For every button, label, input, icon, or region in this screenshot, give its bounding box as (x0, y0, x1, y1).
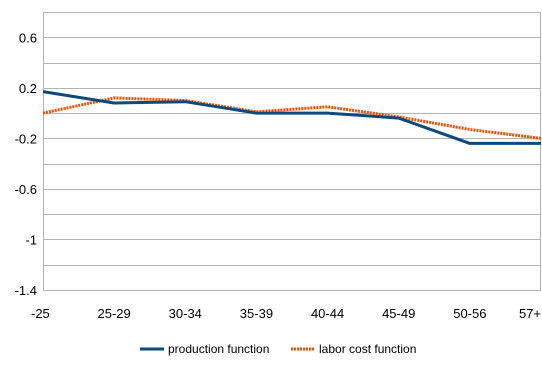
x-tick-label: -25 (31, 306, 50, 321)
x-axis-tick-labels: -25 25-29 30-34 35-39 40-44 45-49 50-56 57+ (31, 306, 541, 321)
y-tick-label: -0.2 (15, 131, 37, 146)
legend-label-2: labor cost function (319, 342, 416, 356)
x-tick-label: 45-49 (382, 306, 415, 321)
x-tick-label: 30-34 (169, 306, 202, 321)
series-lines (42, 90, 542, 145)
axes (43, 12, 541, 290)
x-tick-label: 50-56 (453, 306, 486, 321)
y-tick-label: -0.6 (15, 182, 37, 197)
gridlines (43, 12, 541, 291)
x-tick-label: 57+ (519, 306, 541, 321)
series-line-2 (42, 96, 542, 140)
y-axis-tick-labels: -1.4 -1 -0.6 -0.2 0.2 0.6 (15, 30, 37, 298)
x-tick-label: 35-39 (240, 306, 273, 321)
y-tick-label: 0.6 (19, 30, 37, 45)
y-tick-label: -1 (25, 232, 37, 247)
y-tick-label: 0.2 (19, 81, 37, 96)
x-tick-label: 40-44 (311, 306, 344, 321)
legend: production function labor cost function (140, 342, 416, 356)
x-tick-label: 25-29 (98, 306, 131, 321)
y-tick-label: -1.4 (15, 283, 37, 298)
legend-label-1: production function (168, 342, 269, 356)
series-line-1 (42, 90, 541, 145)
